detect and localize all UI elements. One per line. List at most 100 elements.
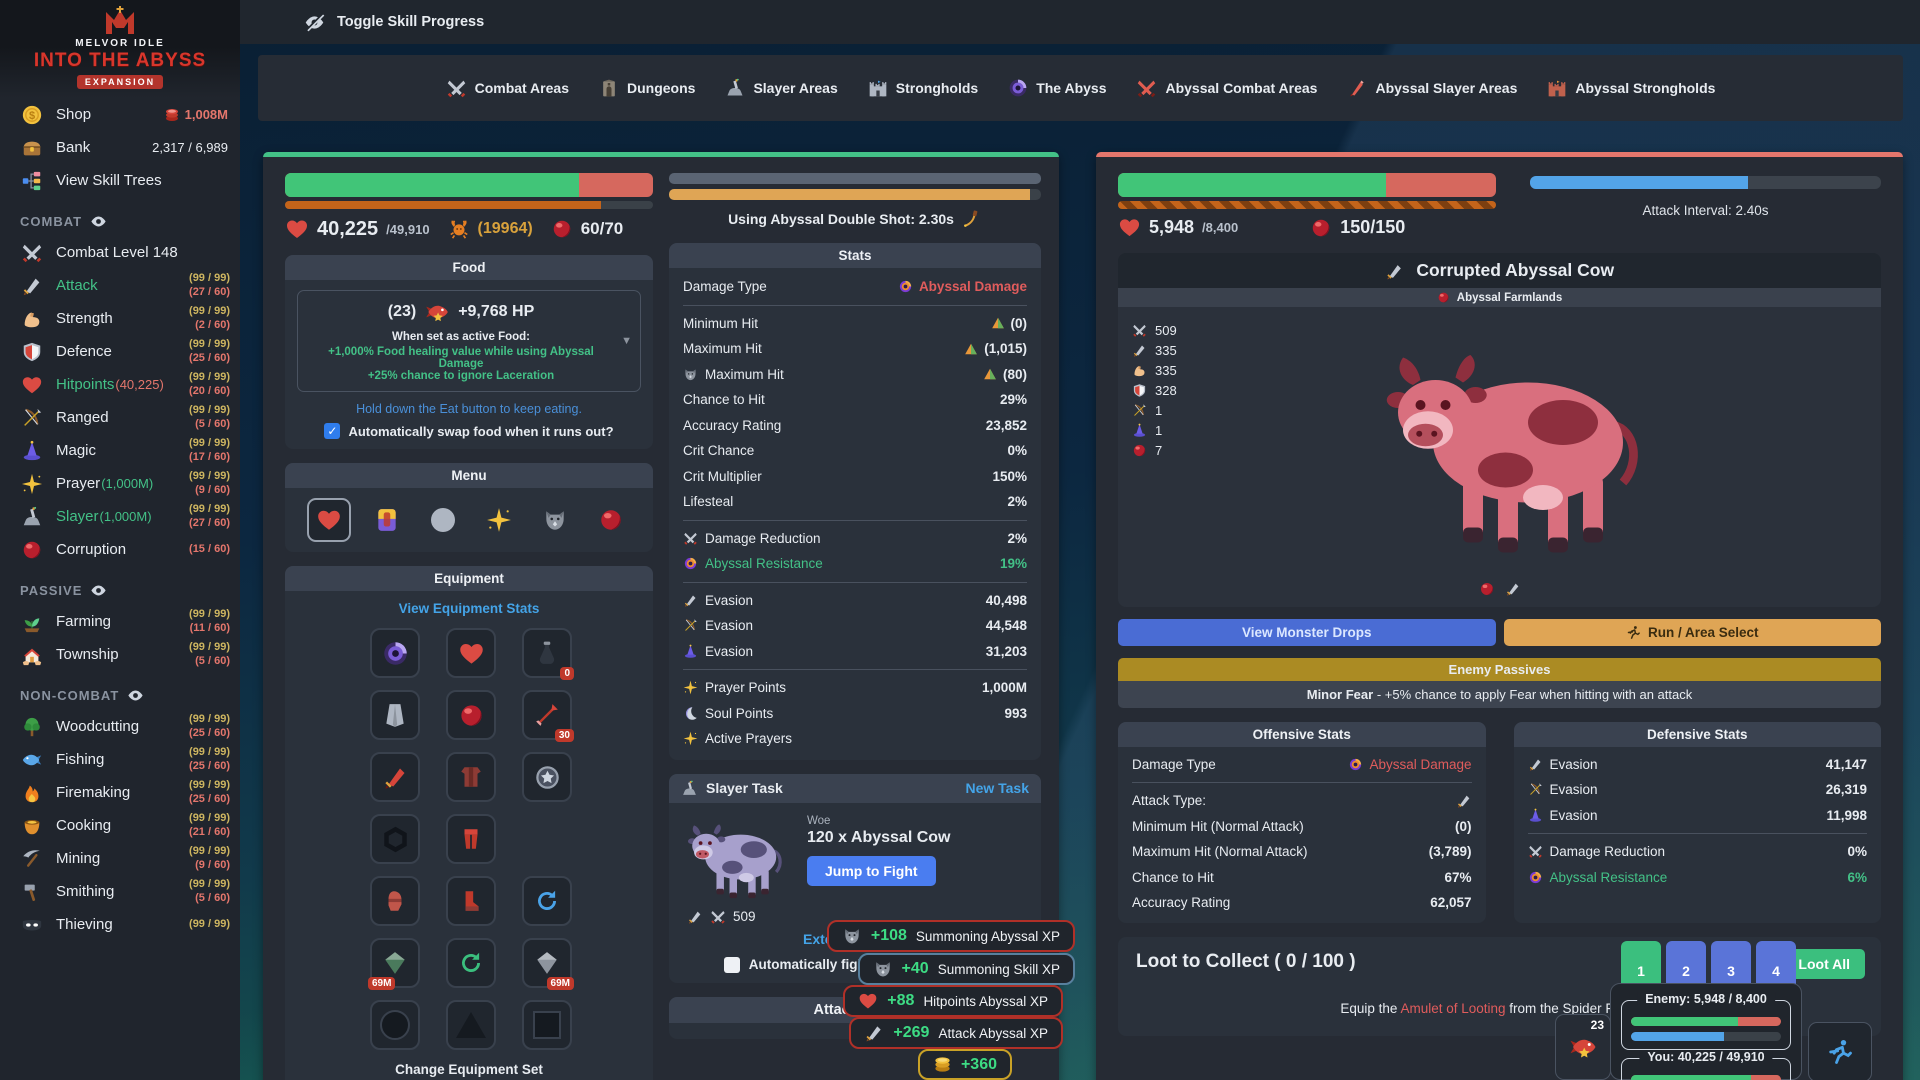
sidebar-item-slayer[interactable]: Slayer (1,000M) (99 / 99) (27 / 60) [0, 500, 240, 533]
enemy-max-hit: Maximum Hit (Normal Attack) (3,789) [1132, 844, 1472, 860]
equip-slot-helmet[interactable] [446, 628, 496, 678]
menu-tab-corruption[interactable] [591, 500, 631, 540]
nav-slayer-areas[interactable]: Slayer Areas [725, 78, 838, 98]
sidebar-item-firemaking[interactable]: Firemaking (99 / 99) (25 / 60) [0, 776, 240, 809]
nav-combat-areas[interactable]: Combat Areas [446, 78, 569, 99]
equip-slot-gloves[interactable] [370, 876, 420, 926]
equip-set-square[interactable] [522, 1000, 572, 1050]
equip-slot-gem3[interactable]: 69M [522, 938, 574, 990]
menu-tab-potion[interactable] [367, 500, 407, 540]
sidebar-item-combat-level[interactable]: Combat Level 148 [0, 236, 240, 269]
sidebar-item-shop[interactable]: Shop 1,008M [0, 98, 240, 131]
stat-crit-multiplier: Crit Multiplier 150% [683, 468, 1027, 484]
menu-tab-summoning[interactable] [535, 500, 575, 540]
sidebar-item-prayer[interactable]: Prayer (1,000M) (99 / 99) (9 / 60) [0, 467, 240, 500]
equip-slot-amulet[interactable] [370, 628, 420, 678]
equip-slot-empty[interactable] [522, 814, 572, 864]
menu-tab-misc[interactable] [423, 500, 463, 540]
equip-slot-shield[interactable] [522, 752, 572, 802]
active-food-slot[interactable]: (23) +9,768 HP When set as active Food: … [297, 290, 641, 392]
combat-widget-tabs: 1 2 3 4 [1621, 941, 1796, 985]
run-area-select-button[interactable]: Run / Area Select [1503, 619, 1881, 647]
amulet-of-looting-link[interactable]: Amulet of Looting [1400, 1001, 1506, 1017]
bow-icon [20, 406, 44, 430]
quick-eat-button[interactable]: 23 [1555, 1014, 1611, 1080]
widget-tab-1[interactable]: 1 [1621, 941, 1661, 985]
nav-strongholds[interactable]: Strongholds [868, 78, 978, 98]
equip-slot-gem1[interactable]: 69M [368, 938, 420, 990]
change-equipment-set[interactable]: Change Equipment Set [395, 1062, 543, 1077]
equip-slot-platebody[interactable] [446, 752, 496, 802]
menu-tab-equipment-food[interactable] [307, 498, 351, 542]
eye-slash-icon[interactable] [304, 12, 325, 33]
sidebar-item-smithing[interactable]: Smithing (99 / 99) (5 / 60) [0, 875, 240, 908]
bank-chest-icon [20, 136, 44, 160]
summon-crab-icon [448, 218, 470, 240]
equip-slot-enhancement[interactable] [522, 876, 572, 926]
loot-all-button[interactable]: Loot All [1783, 949, 1865, 980]
sidebar-item-hitpoints[interactable]: Hitpoints (40,225) (99 / 99) (20 / 60) [0, 368, 240, 401]
square-shape-icon [533, 1011, 561, 1039]
sidebar-item-bank[interactable]: Bank 2,317 / 6,989 [0, 131, 240, 164]
menu-tab-prayer[interactable] [479, 500, 519, 540]
sidebar-item-mining[interactable]: Mining (99 / 99) (9 / 60) [0, 842, 240, 875]
main-area: Toggle Skill Progress Combat Areas Dunge… [240, 0, 1920, 1080]
widget-tab-3[interactable]: 3 [1711, 941, 1751, 985]
equip-slot-gem2[interactable] [446, 938, 496, 988]
sidebar-item-farming[interactable]: Farming (99 / 99) (11 / 60) [0, 605, 240, 638]
equip-slot-boots[interactable] [446, 876, 496, 926]
equip-slot-consumable[interactable]: 0 [522, 628, 574, 680]
toggle-skill-progress[interactable]: Toggle Skill Progress [337, 14, 485, 30]
sidebar-item-thieving[interactable]: Thieving (99 / 99) [0, 908, 240, 941]
food-qty: (23) [387, 303, 417, 320]
sidebar-item-magic[interactable]: Magic (99 / 99) (17 / 60) [0, 434, 240, 467]
equip-slot-legs[interactable] [446, 814, 496, 864]
enemy-accuracy: Accuracy Rating 62,057 [1132, 895, 1472, 911]
equip-slot-ring[interactable] [370, 814, 420, 864]
nav-abyssal-strongholds[interactable]: Abyssal Strongholds [1547, 78, 1715, 98]
widget-tab-4[interactable]: 4 [1756, 941, 1796, 985]
jump-to-task-button[interactable]: Jump to Fight [807, 855, 936, 886]
equip-set-circle[interactable] [370, 1000, 420, 1050]
bow-icon [1528, 782, 1543, 797]
sidebar-item-strength[interactable]: Strength (99 / 99) (2 / 60) [0, 302, 240, 335]
autoswap-checkbox[interactable]: ✓ [324, 423, 341, 439]
equip-slot-body[interactable] [446, 690, 496, 740]
sidebar-item-woodcutting[interactable]: Woodcutting (99 / 99) (25 / 60) [0, 710, 240, 743]
autofight-checkbox[interactable] [723, 956, 740, 973]
enemy-name: Corrupted Abyssal Cow [1416, 260, 1615, 280]
sidebar-item-fishing[interactable]: Fishing (99 / 99) (25 / 60) [0, 743, 240, 776]
sidebar-item-ranged[interactable]: Ranged (99 / 99) (5 / 60) [0, 401, 240, 434]
passive-desc: - +5% chance to apply Fear when hitting … [1373, 687, 1693, 703]
eye-icon[interactable] [127, 687, 144, 704]
sidebar-item-skill-trees[interactable]: View Skill Trees [0, 164, 240, 197]
nav-the-abyss[interactable]: The Abyss [1008, 78, 1106, 98]
equip-slot-weapon[interactable] [370, 752, 420, 802]
stat-max-hit: Maximum Hit (1,015) [683, 341, 1027, 357]
view-monster-drops-button[interactable]: View Monster Drops [1118, 619, 1496, 647]
sidebar-item-attack[interactable]: Attack (99 / 99) (27 / 60) [0, 269, 240, 302]
ability-text: Using Abyssal Double Shot: 2.30s [728, 211, 954, 227]
eye-icon[interactable] [90, 582, 107, 599]
widget-tab-2[interactable]: 2 [1666, 941, 1706, 985]
sidebar-item-corruption[interactable]: Corruption (15 / 60) [0, 533, 240, 566]
equip-slot-ammo[interactable]: 30 [522, 690, 574, 742]
wolf-icon [873, 959, 893, 979]
stat-active-prayers: Active Prayers [669, 726, 1041, 752]
view-equipment-stats-link[interactable]: View Equipment Stats [398, 601, 540, 616]
sidebar-item-cooking[interactable]: Cooking (99 / 99) (21 / 60) [0, 809, 240, 842]
nav-dungeons[interactable]: Dungeons [599, 78, 695, 98]
nav-abyssal-combat-areas[interactable]: Abyssal Combat Areas [1136, 78, 1317, 99]
castle-icon [868, 78, 888, 98]
eye-icon[interactable] [90, 213, 107, 230]
enemy-card: Corrupted Abyssal Cow Abyssal Farmlands … [1118, 253, 1881, 608]
quick-run-button[interactable] [1808, 1022, 1872, 1080]
sidebar-item-township[interactable]: Township (99 / 99) (5 / 60) [0, 638, 240, 671]
equip-slot-cape[interactable] [370, 690, 420, 740]
equip-set-triangle[interactable] [446, 1000, 496, 1050]
nav-abyssal-slayer-areas[interactable]: Abyssal Slayer Areas [1347, 78, 1517, 98]
sidebar-item-defence[interactable]: Defence (99 / 99) (25 / 60) [0, 335, 240, 368]
player-special-value: 60/70 [580, 219, 624, 238]
food-dropdown-caret[interactable]: ▼ [621, 335, 632, 347]
new-task-link[interactable]: New Task [965, 780, 1029, 796]
